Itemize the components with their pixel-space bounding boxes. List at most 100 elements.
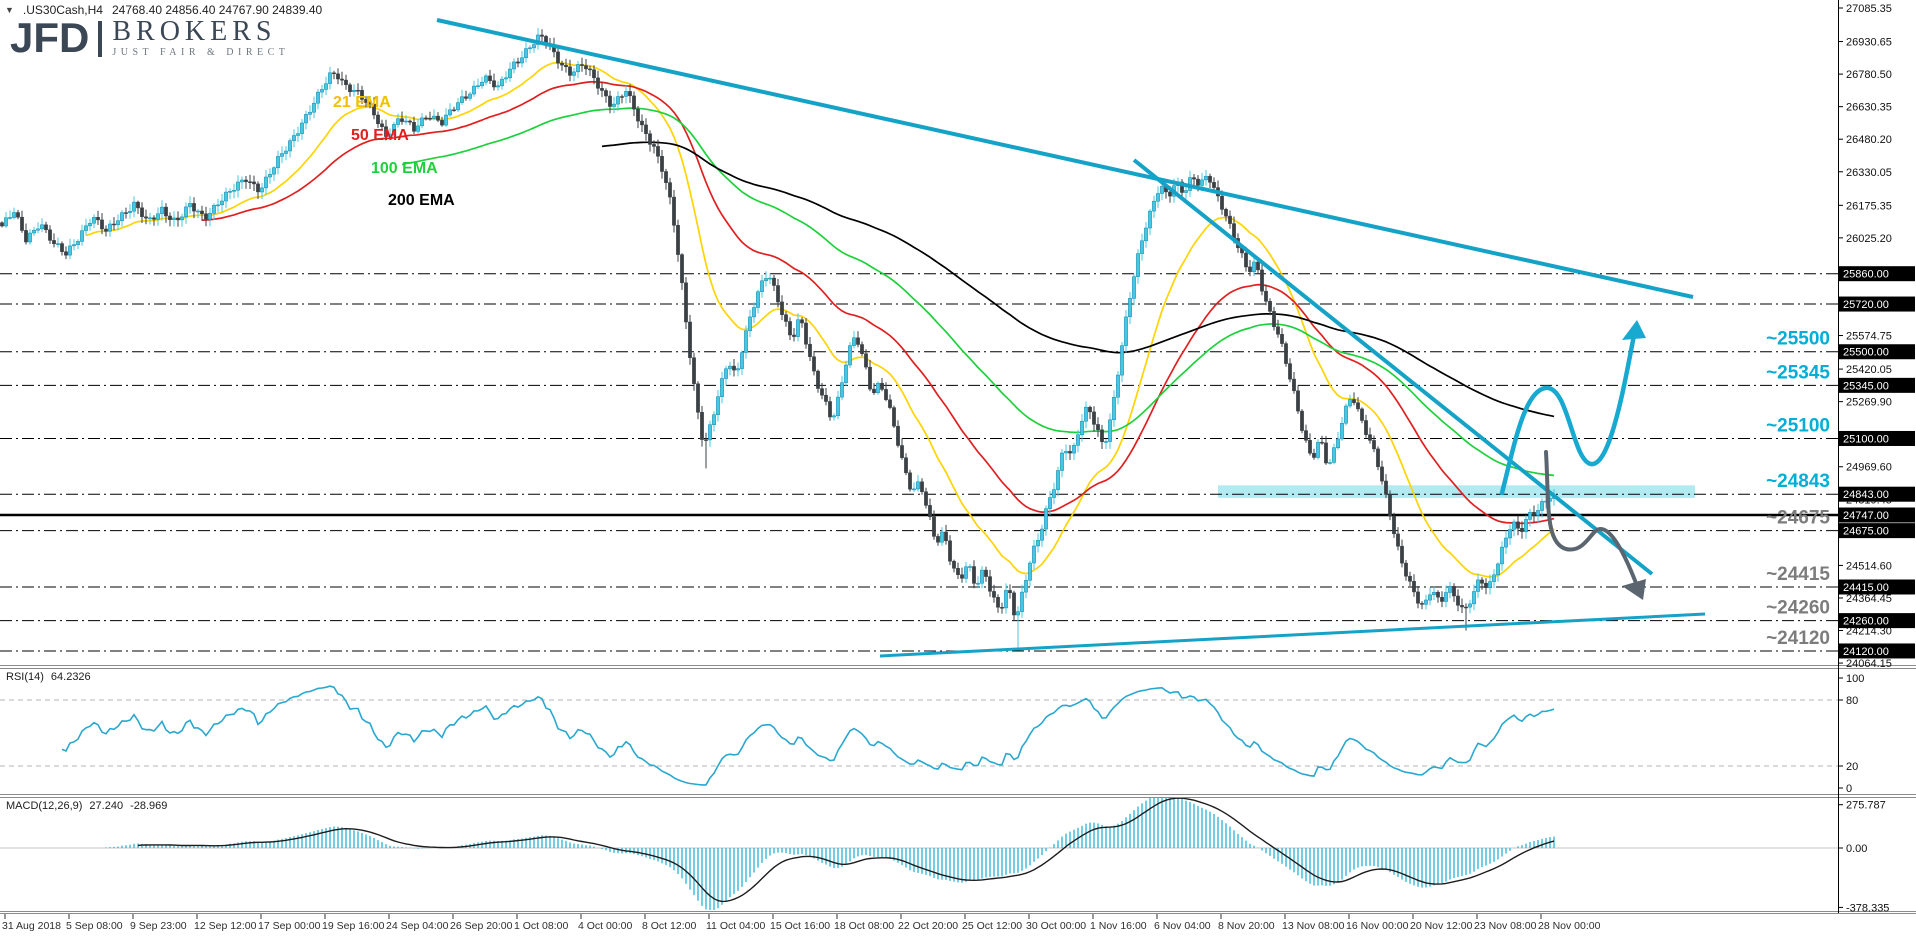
bullish-projection-arrow[interactable] — [1499, 327, 1638, 496]
time-axis-label[interactable]: 25 Oct 12:00 — [962, 920, 1022, 932]
time-axis-label[interactable]: 1 Nov 16:00 — [1090, 920, 1147, 932]
price-level-box-label: 24260.00 — [1843, 616, 1889, 628]
price-axis-tick: 24064.15 — [1846, 658, 1892, 670]
price-level-box-label: 25100.00 — [1843, 433, 1889, 445]
price-axis-tick: 24969.60 — [1846, 462, 1892, 474]
price-axis-tick: 0 — [1846, 783, 1852, 795]
macd-main-value: 27.240 — [89, 800, 124, 812]
broker-logo: JFD BROKERS JUST FAIR & DIRECT — [10, 14, 290, 61]
price-level-box-label: 24747.00 — [1843, 510, 1889, 522]
macd-histogram — [105, 798, 1555, 910]
time-axis-label[interactable]: 28 Nov 00:00 — [1538, 920, 1601, 932]
price-level-box-label: 24415.00 — [1843, 582, 1889, 594]
price-axis-tick: 20 — [1846, 761, 1858, 773]
time-axis-label[interactable]: 22 Oct 20:00 — [898, 920, 958, 932]
bullish-arrow-head-icon — [1622, 320, 1646, 340]
price-level-box-label: 24120.00 — [1843, 646, 1889, 658]
level-tag: ~25100 — [1766, 415, 1830, 436]
time-axis-label[interactable]: 16 Nov 00:00 — [1346, 920, 1409, 932]
macd-indicator-label: MACD(12,26,9) 27.240 -28.969 — [6, 800, 167, 812]
price-level-box — [1839, 296, 1915, 312]
price-axis-tick: -378.335 — [1846, 902, 1889, 914]
logo-divider — [98, 21, 103, 57]
logo-tagline: JUST FAIR & DIRECT — [112, 47, 290, 58]
level-tag: ~24120 — [1766, 628, 1830, 649]
level-tag: ~24415 — [1766, 564, 1830, 585]
price-level-box-label: 24675.00 — [1843, 526, 1889, 538]
time-axis-label[interactable]: 24 Sep 04:00 — [386, 920, 449, 932]
ema-label: 21 EMA — [333, 94, 391, 111]
price-axis-tick: 80 — [1846, 695, 1858, 707]
symbol-dropdown-icon[interactable]: ▼ — [5, 5, 14, 15]
time-axis-label[interactable]: 31 Aug 2018 — [2, 920, 61, 932]
macd-name: MACD(12,26,9) — [6, 800, 83, 812]
price-level-box-label: 25500.00 — [1843, 347, 1889, 359]
price-level-box — [1839, 344, 1915, 360]
price-level-box — [1839, 377, 1915, 393]
price-axis-tick: 25269.90 — [1846, 397, 1892, 409]
time-axis-label[interactable]: 30 Oct 00:00 — [1026, 920, 1086, 932]
logo-jfd-text: JFD — [10, 14, 90, 61]
price-axis-tick: 275.787 — [1846, 800, 1886, 812]
price-axis-tick: 26175.35 — [1846, 200, 1892, 212]
price-axis-tick: 24514.60 — [1846, 560, 1892, 572]
bearish-arrow-head-icon — [1622, 579, 1646, 600]
ascending-support-trendline[interactable] — [879, 612, 1706, 658]
descending-trendline-major[interactable] — [436, 18, 1694, 299]
price-axis-tick: 26330.05 — [1846, 167, 1892, 179]
time-axis-label[interactable]: 6 Nov 04:00 — [1154, 920, 1211, 932]
time-axis-label[interactable]: 8 Nov 20:00 — [1218, 920, 1275, 932]
price-axis-tick: 26930.65 — [1846, 37, 1892, 49]
price-axis-tick: 26025.20 — [1846, 233, 1892, 245]
ema-label: 200 EMA — [388, 192, 455, 209]
macd-signal-value: -28.969 — [130, 800, 168, 812]
time-axis-label[interactable]: 4 Oct 00:00 — [578, 920, 632, 932]
rsi-indicator-label: RSI(14) 64.2326 — [6, 671, 91, 683]
descending-trendline-steep[interactable] — [1132, 158, 1654, 576]
time-axis-label[interactable]: 1 Oct 08:00 — [514, 920, 568, 932]
price-level-box — [1839, 430, 1915, 446]
price-axis-tick: 26630.35 — [1846, 102, 1892, 114]
rsi-value: 64.2326 — [50, 671, 91, 683]
symbol-header[interactable]: ▼ .US30Cash,H4 24768.40 24856.40 24767.9… — [5, 3, 322, 17]
price-axis-tick: 24214.30 — [1846, 626, 1892, 638]
time-axis-label[interactable]: 12 Sep 12:00 — [194, 920, 257, 932]
ema-100-line — [401, 107, 1555, 477]
time-axis-label[interactable]: 5 Sep 08:00 — [66, 920, 123, 932]
ema-label: 50 EMA — [351, 127, 409, 144]
time-axis-label[interactable]: 8 Oct 12:00 — [642, 920, 696, 932]
level-tag: ~25500 — [1766, 329, 1830, 350]
price-axis-tick: 100 — [1846, 673, 1864, 685]
macd-signal-line — [137, 798, 1555, 903]
rsi-name: RSI(14) — [6, 671, 44, 683]
time-axis-label[interactable]: 11 Oct 04:00 — [706, 920, 766, 932]
price-level-box — [1839, 507, 1915, 523]
price-level-box — [1839, 266, 1915, 282]
time-axis-label[interactable]: 9 Sep 23:00 — [130, 920, 187, 932]
level-tag: ~24675 — [1766, 508, 1830, 529]
bearish-projection-arrow[interactable] — [1544, 450, 1641, 593]
time-axis-label[interactable]: 18 Oct 08:00 — [834, 920, 894, 932]
price-level-box — [1839, 613, 1915, 629]
price-axis-tick: 26780.50 — [1846, 69, 1892, 81]
price-level-box — [1839, 486, 1915, 502]
time-axis-label[interactable]: 20 Nov 12:00 — [1410, 920, 1473, 932]
time-axis-label[interactable]: 26 Sep 20:00 — [450, 920, 513, 932]
level-tag: ~25345 — [1766, 362, 1830, 383]
support-zone-band[interactable] — [1218, 485, 1695, 498]
price-level-box-label: 24843.00 — [1843, 489, 1889, 501]
symbol-ohlc: 24768.40 24856.40 24767.90 24839.40 — [111, 3, 323, 17]
candles — [0, 27, 1556, 649]
price-axis-tick: 27085.35 — [1846, 3, 1892, 15]
symbol-name: .US30Cash,H4 — [22, 3, 103, 17]
time-axis-label[interactable]: 15 Oct 16:00 — [770, 920, 830, 932]
time-axis-label[interactable]: 19 Sep 16:00 — [322, 920, 385, 932]
level-tag: ~24260 — [1766, 598, 1830, 619]
price-axis-tick: 26480.20 — [1846, 134, 1892, 146]
time-axis-label[interactable]: 17 Sep 00:00 — [258, 920, 321, 932]
time-axis-label[interactable]: 23 Nov 08:00 — [1474, 920, 1537, 932]
time-axis-label[interactable]: 13 Nov 08:00 — [1282, 920, 1345, 932]
ema-50-line — [201, 80, 1555, 525]
